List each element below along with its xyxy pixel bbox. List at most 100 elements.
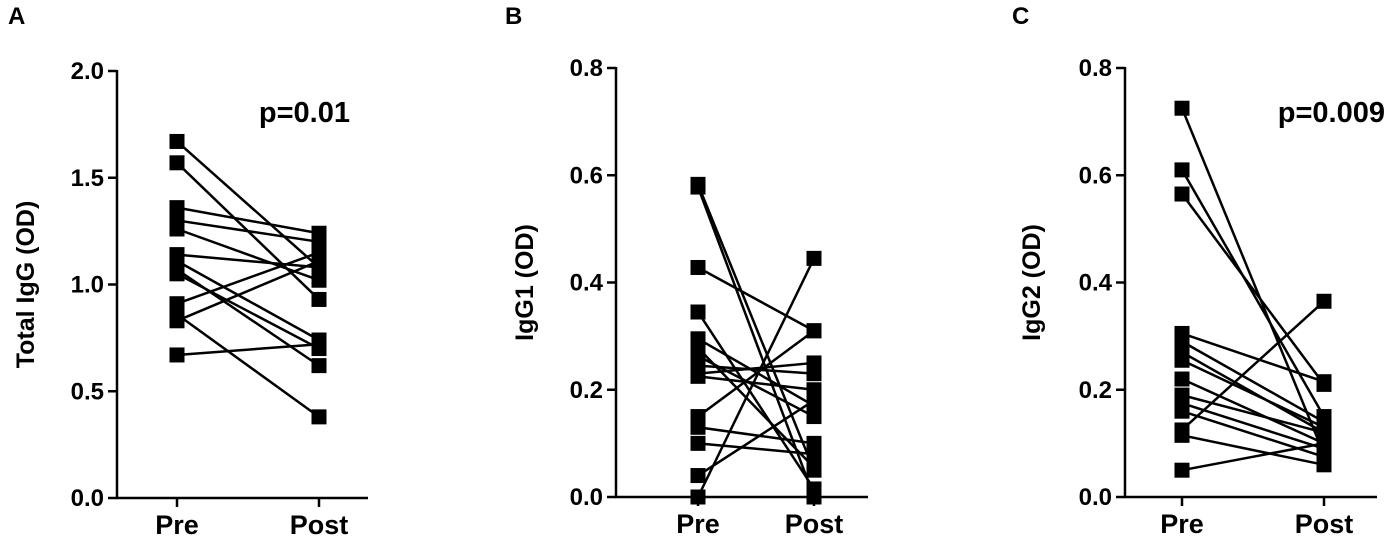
y-tick-label: 0.2 <box>570 377 603 404</box>
pre-point <box>169 221 185 237</box>
pre-point <box>1174 162 1190 178</box>
panel-letter: C <box>1012 3 1029 30</box>
p-value-annotation: p=0.009 <box>1278 97 1385 129</box>
pair-line <box>176 259 320 342</box>
pre-point <box>690 468 706 484</box>
panel-letter: A <box>8 3 25 30</box>
panel-b: B 0.0 0.2 0.4 0.6 0.8 Pre Post IgG1 (OD) <box>505 3 868 536</box>
pair-line <box>176 206 320 235</box>
y-tick-label: 0.4 <box>570 270 604 297</box>
pre-point <box>1174 371 1190 387</box>
pair-line <box>176 140 320 269</box>
post-point <box>806 460 822 476</box>
y-tick-label: 1.0 <box>71 272 104 299</box>
panel-c: C 0.0 0.2 0.4 0.6 0.8 Pre Post IgG2 (OD) p=0.009 <box>1012 3 1385 536</box>
pre-point <box>169 200 185 216</box>
pair-line <box>1180 169 1326 418</box>
post-point <box>311 336 327 352</box>
pre-point <box>1174 427 1190 443</box>
pre-point <box>1174 462 1190 478</box>
pre-point <box>169 155 185 171</box>
y-tick-label: 1.5 <box>71 165 104 192</box>
y-tick-label: 2.0 <box>71 58 104 85</box>
post-point <box>1316 435 1332 451</box>
y-tick-label: 0.0 <box>1079 484 1112 511</box>
panel-letter: B <box>505 3 522 30</box>
post-point <box>311 272 327 288</box>
pre-point <box>690 489 706 505</box>
pair-line <box>697 442 815 456</box>
post-point <box>311 253 327 269</box>
x-category-label: Pre <box>1160 509 1204 536</box>
post-point <box>1316 374 1332 390</box>
x-category-label: Post <box>290 510 349 536</box>
post-point <box>806 446 822 462</box>
pair-line <box>176 313 320 418</box>
pair-line <box>697 426 815 445</box>
pair-line <box>1181 401 1325 450</box>
pre-point <box>169 266 185 282</box>
pre-point <box>1174 352 1190 368</box>
y-tick-label: 0.2 <box>1079 377 1112 404</box>
pair-line <box>176 259 320 322</box>
pair-line <box>1180 107 1326 455</box>
x-category-label: Post <box>1295 509 1354 536</box>
pair-line <box>697 329 815 418</box>
y-tick-label: 0.4 <box>1079 270 1113 297</box>
x-category-label: Pre <box>155 510 199 536</box>
post-point <box>1316 457 1332 473</box>
pair-line <box>697 375 815 391</box>
pair-line <box>696 311 816 490</box>
post-point <box>806 355 822 371</box>
pair-line <box>1180 193 1326 386</box>
post-point <box>806 409 822 425</box>
pair-line <box>696 257 816 498</box>
post-point <box>1316 293 1332 309</box>
y-tick-label: 0.8 <box>570 55 603 82</box>
pre-point <box>1174 186 1190 202</box>
pre-point <box>690 259 706 275</box>
pre-point <box>690 179 706 195</box>
post-point <box>806 250 822 266</box>
pair-line <box>1181 340 1325 424</box>
pair-line <box>697 399 815 477</box>
y-axis-title: Total IgG (OD) <box>12 201 40 369</box>
post-point <box>806 392 822 408</box>
pre-point <box>690 304 706 320</box>
pre-point <box>690 435 706 451</box>
post-point <box>806 481 822 497</box>
y-tick-label: 0.0 <box>71 485 104 512</box>
y-tick-label: 0.5 <box>71 378 104 405</box>
pair-line <box>697 361 815 375</box>
pair-line <box>176 253 320 269</box>
y-tick-label: 0.0 <box>570 484 603 511</box>
post-point <box>311 358 327 374</box>
y-tick-label: 0.6 <box>570 162 603 189</box>
pair-line <box>696 183 816 471</box>
pre-point <box>690 419 706 435</box>
x-category-label: Pre <box>676 509 720 536</box>
pair-line <box>176 272 320 350</box>
pair-line <box>176 251 320 305</box>
pair-line <box>1181 300 1325 431</box>
pre-point <box>169 313 185 329</box>
post-point <box>311 409 327 425</box>
y-axis-title: IgG1 (OD) <box>511 224 539 341</box>
pair-line <box>1181 377 1325 445</box>
pre-point <box>690 368 706 384</box>
post-point <box>806 323 822 339</box>
pair-line <box>1181 359 1325 429</box>
pair-line <box>696 186 816 498</box>
pair-line <box>1181 332 1325 383</box>
pair-line <box>176 343 320 357</box>
pair-line <box>1181 442 1325 472</box>
pair-line <box>176 219 320 244</box>
y-axis-title: IgG2 (OD) <box>1018 224 1046 341</box>
pre-point <box>1174 100 1190 116</box>
pre-point <box>169 133 185 149</box>
y-tick-label: 0.6 <box>1079 162 1112 189</box>
pre-point <box>1174 403 1190 419</box>
post-point <box>311 291 327 307</box>
pair-line <box>697 266 815 332</box>
